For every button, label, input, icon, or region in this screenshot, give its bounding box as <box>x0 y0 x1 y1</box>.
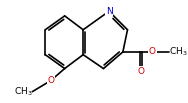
Text: O: O <box>138 67 145 76</box>
Text: CH$_3$: CH$_3$ <box>169 46 188 58</box>
Text: N: N <box>106 7 112 16</box>
Text: O: O <box>47 76 54 85</box>
Text: O: O <box>149 47 156 56</box>
Text: CH$_3$: CH$_3$ <box>14 85 32 98</box>
